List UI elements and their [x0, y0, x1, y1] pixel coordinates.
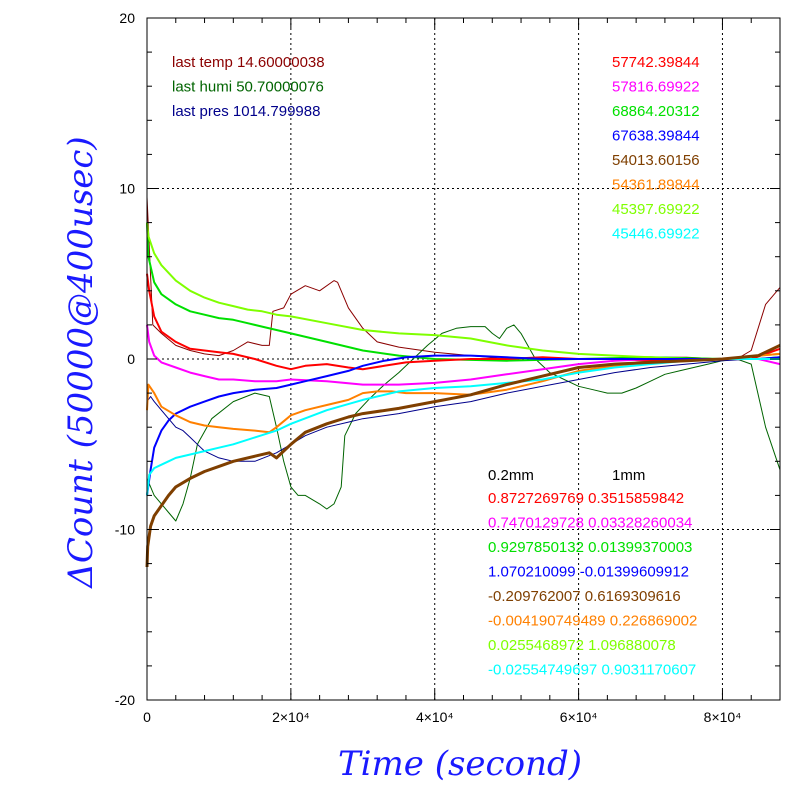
x-tick-label-0: 0 — [143, 709, 151, 725]
count-label-0: 57742.39844 — [612, 54, 700, 71]
slope-label-3: 1.070210099 -0.01399609912 — [488, 564, 689, 581]
y-tick-label-3: 10 — [119, 181, 135, 197]
env-info-label-0: last temp 14.60000038 — [172, 54, 325, 71]
x-axis-title: Time (second) — [338, 744, 582, 784]
y-tick-label-2: 0 — [127, 351, 135, 367]
slope-label-5: -0.004190749489 0.226869002 — [488, 613, 697, 630]
count-label-4: 54013.60156 — [612, 152, 700, 169]
y-tick-label-1: -10 — [115, 522, 135, 538]
slope-label-4: -0.209762007 0.6169309616 — [488, 588, 681, 605]
env-info-label-2: last pres 1014.799988 — [172, 103, 320, 120]
slope-label-1: 0.7470129728 0.03328260034 — [488, 515, 692, 532]
y-tick-label-4: 20 — [119, 10, 135, 26]
annotations: last temp 14.60000038 last humi 50.700000… — [172, 54, 700, 679]
y-tick-label-0: -20 — [115, 692, 135, 708]
series-layer — [145, 196, 781, 568]
series-line-10 — [145, 344, 781, 568]
series-line-2 — [146, 356, 781, 462]
slope-label-7: -0.02554749697 0.9031170607 — [488, 662, 696, 679]
y-tick-labels: -20 -10 0 10 20 — [115, 10, 135, 708]
count-label-2: 68864.20312 — [612, 103, 700, 120]
series-line-1 — [146, 324, 781, 522]
slope-label-0: 0.8727269769 0.3515859842 — [488, 490, 684, 507]
count-label-6: 45397.69922 — [612, 201, 700, 218]
slope-label-2: 0.9297850132 0.01399370003 — [488, 539, 692, 556]
series-line-4 — [146, 222, 781, 360]
env-info-label-1: last humi 50.70000076 — [172, 79, 324, 96]
x-tick-label-1: 2×10⁴ — [272, 709, 310, 725]
count-label-1: 57816.69922 — [612, 79, 700, 96]
x-tick-label-2: 4×10⁴ — [416, 709, 454, 725]
axes — [146, 17, 781, 701]
slope-header-1: 1mm — [612, 467, 645, 484]
count-label-5: 54361.89844 — [612, 177, 700, 194]
x-tick-labels: 0 2×10⁴ 4×10⁴ 6×10⁴ 8×10⁴ — [143, 709, 741, 725]
y-axis-title: ΔCount (50000@400usec) — [61, 136, 101, 589]
x-tick-label-4: 8×10⁴ — [704, 709, 742, 725]
slope-header-0: 0.2mm — [488, 467, 534, 484]
slope-label-6: 0.0255468972 1.096880078 — [488, 637, 676, 654]
count-label-7: 45446.69922 — [612, 226, 700, 243]
series-line-8 — [146, 352, 781, 434]
count-label-3: 67638.39844 — [612, 128, 700, 145]
series-line-9 — [146, 358, 780, 496]
x-tick-label-3: 6×10⁴ — [560, 709, 598, 725]
